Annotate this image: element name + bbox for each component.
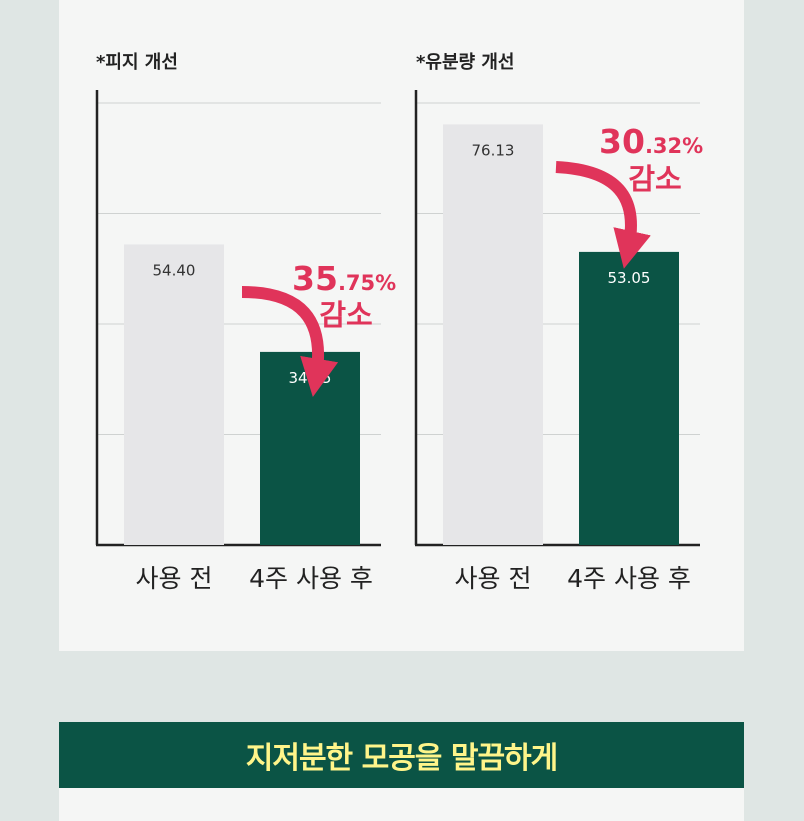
chart-oil: *유분량 개선 76.13 53.05 사용 전 4주 사용 후 30.32% 감… bbox=[414, 52, 703, 593]
decrease-percent-decimal: .75% bbox=[338, 271, 396, 295]
decrease-word: 감소 bbox=[628, 162, 681, 196]
chart-title: *피지 개선 bbox=[96, 52, 178, 73]
bar-value-label: 54.40 bbox=[153, 261, 196, 279]
category-label-before: 사용 전 bbox=[455, 564, 532, 593]
bar-value-label: 34.95 bbox=[289, 369, 332, 387]
charts-svg: *피지 개선 54.40 34.95 사용 전 4주 사용 후 35.75% 감소… bbox=[95, 52, 703, 593]
decrease-percent-decimal: .32% bbox=[645, 134, 703, 158]
bar-before bbox=[124, 244, 224, 545]
banner: 지저분한 모공을 말끔하게 bbox=[59, 722, 744, 788]
decrease-percent-main: 30 bbox=[599, 122, 645, 161]
chart-title: *유분량 개선 bbox=[416, 52, 514, 73]
bar-before bbox=[443, 124, 543, 546]
banner-text: 지저분한 모공을 말끔하게 bbox=[245, 741, 558, 776]
bar-value-label: 53.05 bbox=[608, 269, 651, 287]
chart-sebum: *피지 개선 54.40 34.95 사용 전 4주 사용 후 35.75% 감소 bbox=[95, 52, 396, 593]
decrease-word: 감소 bbox=[319, 298, 372, 332]
category-label-before: 사용 전 bbox=[136, 564, 213, 593]
category-label-after: 4주 사용 후 bbox=[567, 564, 691, 593]
decrease-arrow bbox=[241, 286, 339, 397]
category-label-after: 4주 사용 후 bbox=[249, 564, 373, 593]
decrease-percent: 35.75% bbox=[292, 259, 396, 298]
bottom-card bbox=[59, 788, 744, 821]
bar-after bbox=[579, 251, 679, 545]
decrease-percent: 30.32% bbox=[599, 122, 703, 161]
decrease-arrow bbox=[555, 161, 651, 269]
decrease-percent-main: 35 bbox=[292, 259, 338, 298]
bar-value-label: 76.13 bbox=[472, 141, 515, 159]
